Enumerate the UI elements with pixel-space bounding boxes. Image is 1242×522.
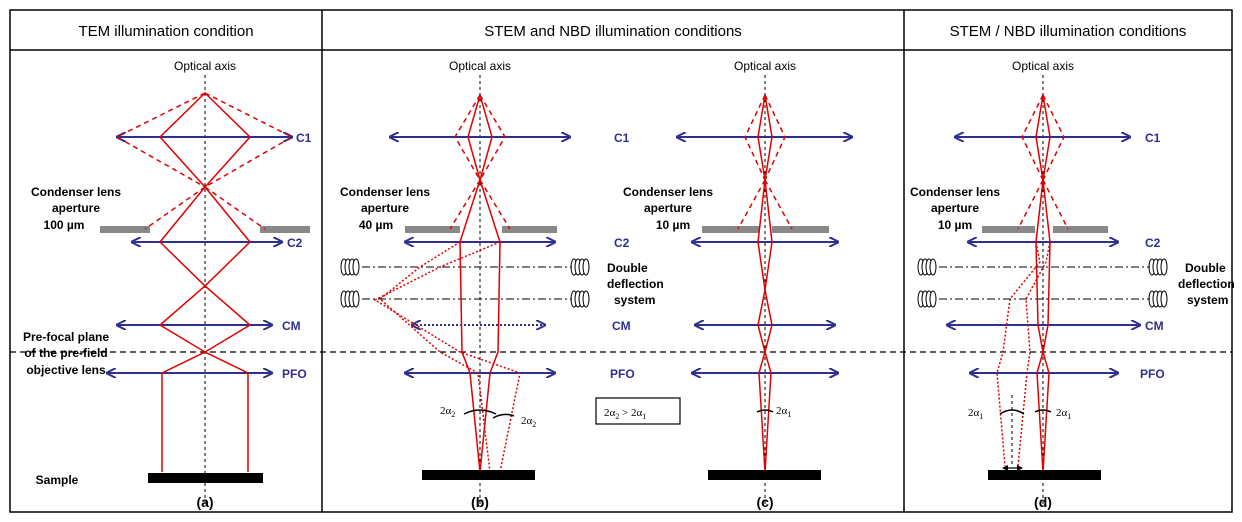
- comparison-box: 2α2 > 2α1: [595, 397, 681, 425]
- alpha2-label-b-1: 2α2: [440, 405, 455, 419]
- rays-d: [996, 94, 1069, 473]
- rays-a: [115, 92, 294, 472]
- deflection-coil-b-3: [570, 258, 590, 276]
- sample-a: [148, 473, 263, 483]
- deflection-coil-b-1: [340, 258, 360, 276]
- deflection-coil-d-1: [917, 258, 937, 276]
- angle-arc-b-2: [492, 413, 515, 419]
- lens-label-c1-a: C1: [296, 131, 312, 145]
- aperture-size-a: 100 µm: [44, 218, 85, 232]
- panel-a: Optical axis C1 C2 CM PFO Condenser lens…: [23, 59, 312, 510]
- pre-focal-label-2: of the pre-field: [24, 346, 107, 360]
- deflection-coil-d-2: [917, 290, 937, 308]
- deflection-coil-d-4: [1148, 290, 1168, 308]
- condenser-label-b: Condenser lens: [340, 185, 430, 199]
- aperture-a-left: [100, 226, 150, 233]
- aperture-d-left: [982, 226, 1035, 233]
- lens-label-c2-b: C2: [614, 236, 630, 250]
- rays-c: [737, 94, 793, 473]
- panel-c: Optical axis 2α1 Condenser lens aperture…: [623, 59, 852, 510]
- aperture-label-b: aperture: [361, 201, 409, 215]
- sample-c: [708, 470, 821, 480]
- angle-arc-d-2: [1034, 409, 1052, 413]
- deflection-label-b: deflection: [607, 277, 664, 291]
- sample-label: Sample: [36, 473, 79, 487]
- panel-label-d: (d): [1034, 494, 1052, 510]
- lens-label-pfo-a: PFO: [282, 367, 307, 381]
- lens-label-c1-b: C1: [614, 131, 630, 145]
- deflection-coil-b-4: [570, 290, 590, 308]
- aperture-c-right: [772, 226, 829, 233]
- double-label-b: Double: [607, 261, 648, 275]
- aperture-label-d: aperture: [931, 201, 979, 215]
- aperture-c-left: [702, 226, 759, 233]
- panel-b: Optical axis C1 C2 CM PFO: [340, 59, 664, 510]
- lens-label-pfo-b: PFO: [610, 367, 635, 381]
- lens-label-pfo-d: PFO: [1140, 367, 1165, 381]
- rays-b: [373, 94, 521, 473]
- angle-arc-d-1: [999, 409, 1025, 415]
- aperture-size-b: 40 µm: [359, 218, 393, 232]
- aperture-b-left: [405, 226, 460, 233]
- condenser-label-a: Condenser lens: [31, 185, 121, 199]
- aperture-b-right: [502, 226, 557, 233]
- system-label-b: system: [614, 293, 655, 307]
- comparison-text: 2α2 > 2α1: [604, 407, 646, 421]
- double-label-d: Double: [1185, 261, 1226, 275]
- header-stem-nbd: STEM and NBD illumination conditions: [484, 23, 742, 40]
- panel-label-a: (a): [196, 494, 213, 510]
- aperture-a-right: [260, 226, 310, 233]
- angle-arc-c: [756, 409, 774, 413]
- panel-d: Optical axis C1 C2 CM PFO: [910, 59, 1235, 510]
- condenser-label-c: Condenser lens: [623, 185, 713, 199]
- angle-arc-b-1: [463, 409, 497, 415]
- deflection-coil-d-3: [1148, 258, 1168, 276]
- lens-label-c2-d: C2: [1145, 236, 1161, 250]
- optical-axis-label-a: Optical axis: [174, 59, 236, 73]
- deflection-label-d: deflection: [1178, 277, 1235, 291]
- alpha2-label-b-2: 2α2: [521, 415, 536, 429]
- lens-label-c2-a: C2: [287, 236, 303, 250]
- alpha1-label-d-1: 2α1: [968, 407, 983, 421]
- deflection-coil-b-2: [340, 290, 360, 308]
- lens-label-cm-b: CM: [612, 319, 631, 333]
- lens-label-cm-a: CM: [282, 319, 301, 333]
- optical-axis-label-d: Optical axis: [1012, 59, 1074, 73]
- sample-d: [988, 470, 1101, 480]
- aperture-label-c: aperture: [644, 201, 692, 215]
- panel-label-b: (b): [471, 494, 489, 510]
- optical-axis-label-c: Optical axis: [734, 59, 796, 73]
- aperture-label-a: aperture: [52, 201, 100, 215]
- lens-label-cm-d: CM: [1145, 319, 1164, 333]
- optical-axis-label-b: Optical axis: [449, 59, 511, 73]
- condenser-label-d: Condenser lens: [910, 185, 1000, 199]
- aperture-size-c: 10 µm: [656, 218, 690, 232]
- aperture-d-right: [1053, 226, 1108, 233]
- header-tem: TEM illumination condition: [78, 23, 253, 40]
- lens-label-c1-d: C1: [1145, 131, 1161, 145]
- pre-focal-label-1: Pre-focal plane: [23, 330, 109, 344]
- header-stem-slash-nbd: STEM / NBD illumination conditions: [950, 23, 1187, 40]
- alpha1-label-d-2: 2α1: [1056, 407, 1071, 421]
- frame: [9, 9, 1233, 513]
- system-label-d: system: [1187, 293, 1228, 307]
- alpha1-label-c: 2α1: [776, 405, 791, 419]
- aperture-size-d: 10 µm: [938, 218, 972, 232]
- pre-focal-label-3: objective lens: [26, 363, 106, 377]
- panel-label-c: (c): [756, 494, 773, 510]
- sample-b: [422, 470, 535, 480]
